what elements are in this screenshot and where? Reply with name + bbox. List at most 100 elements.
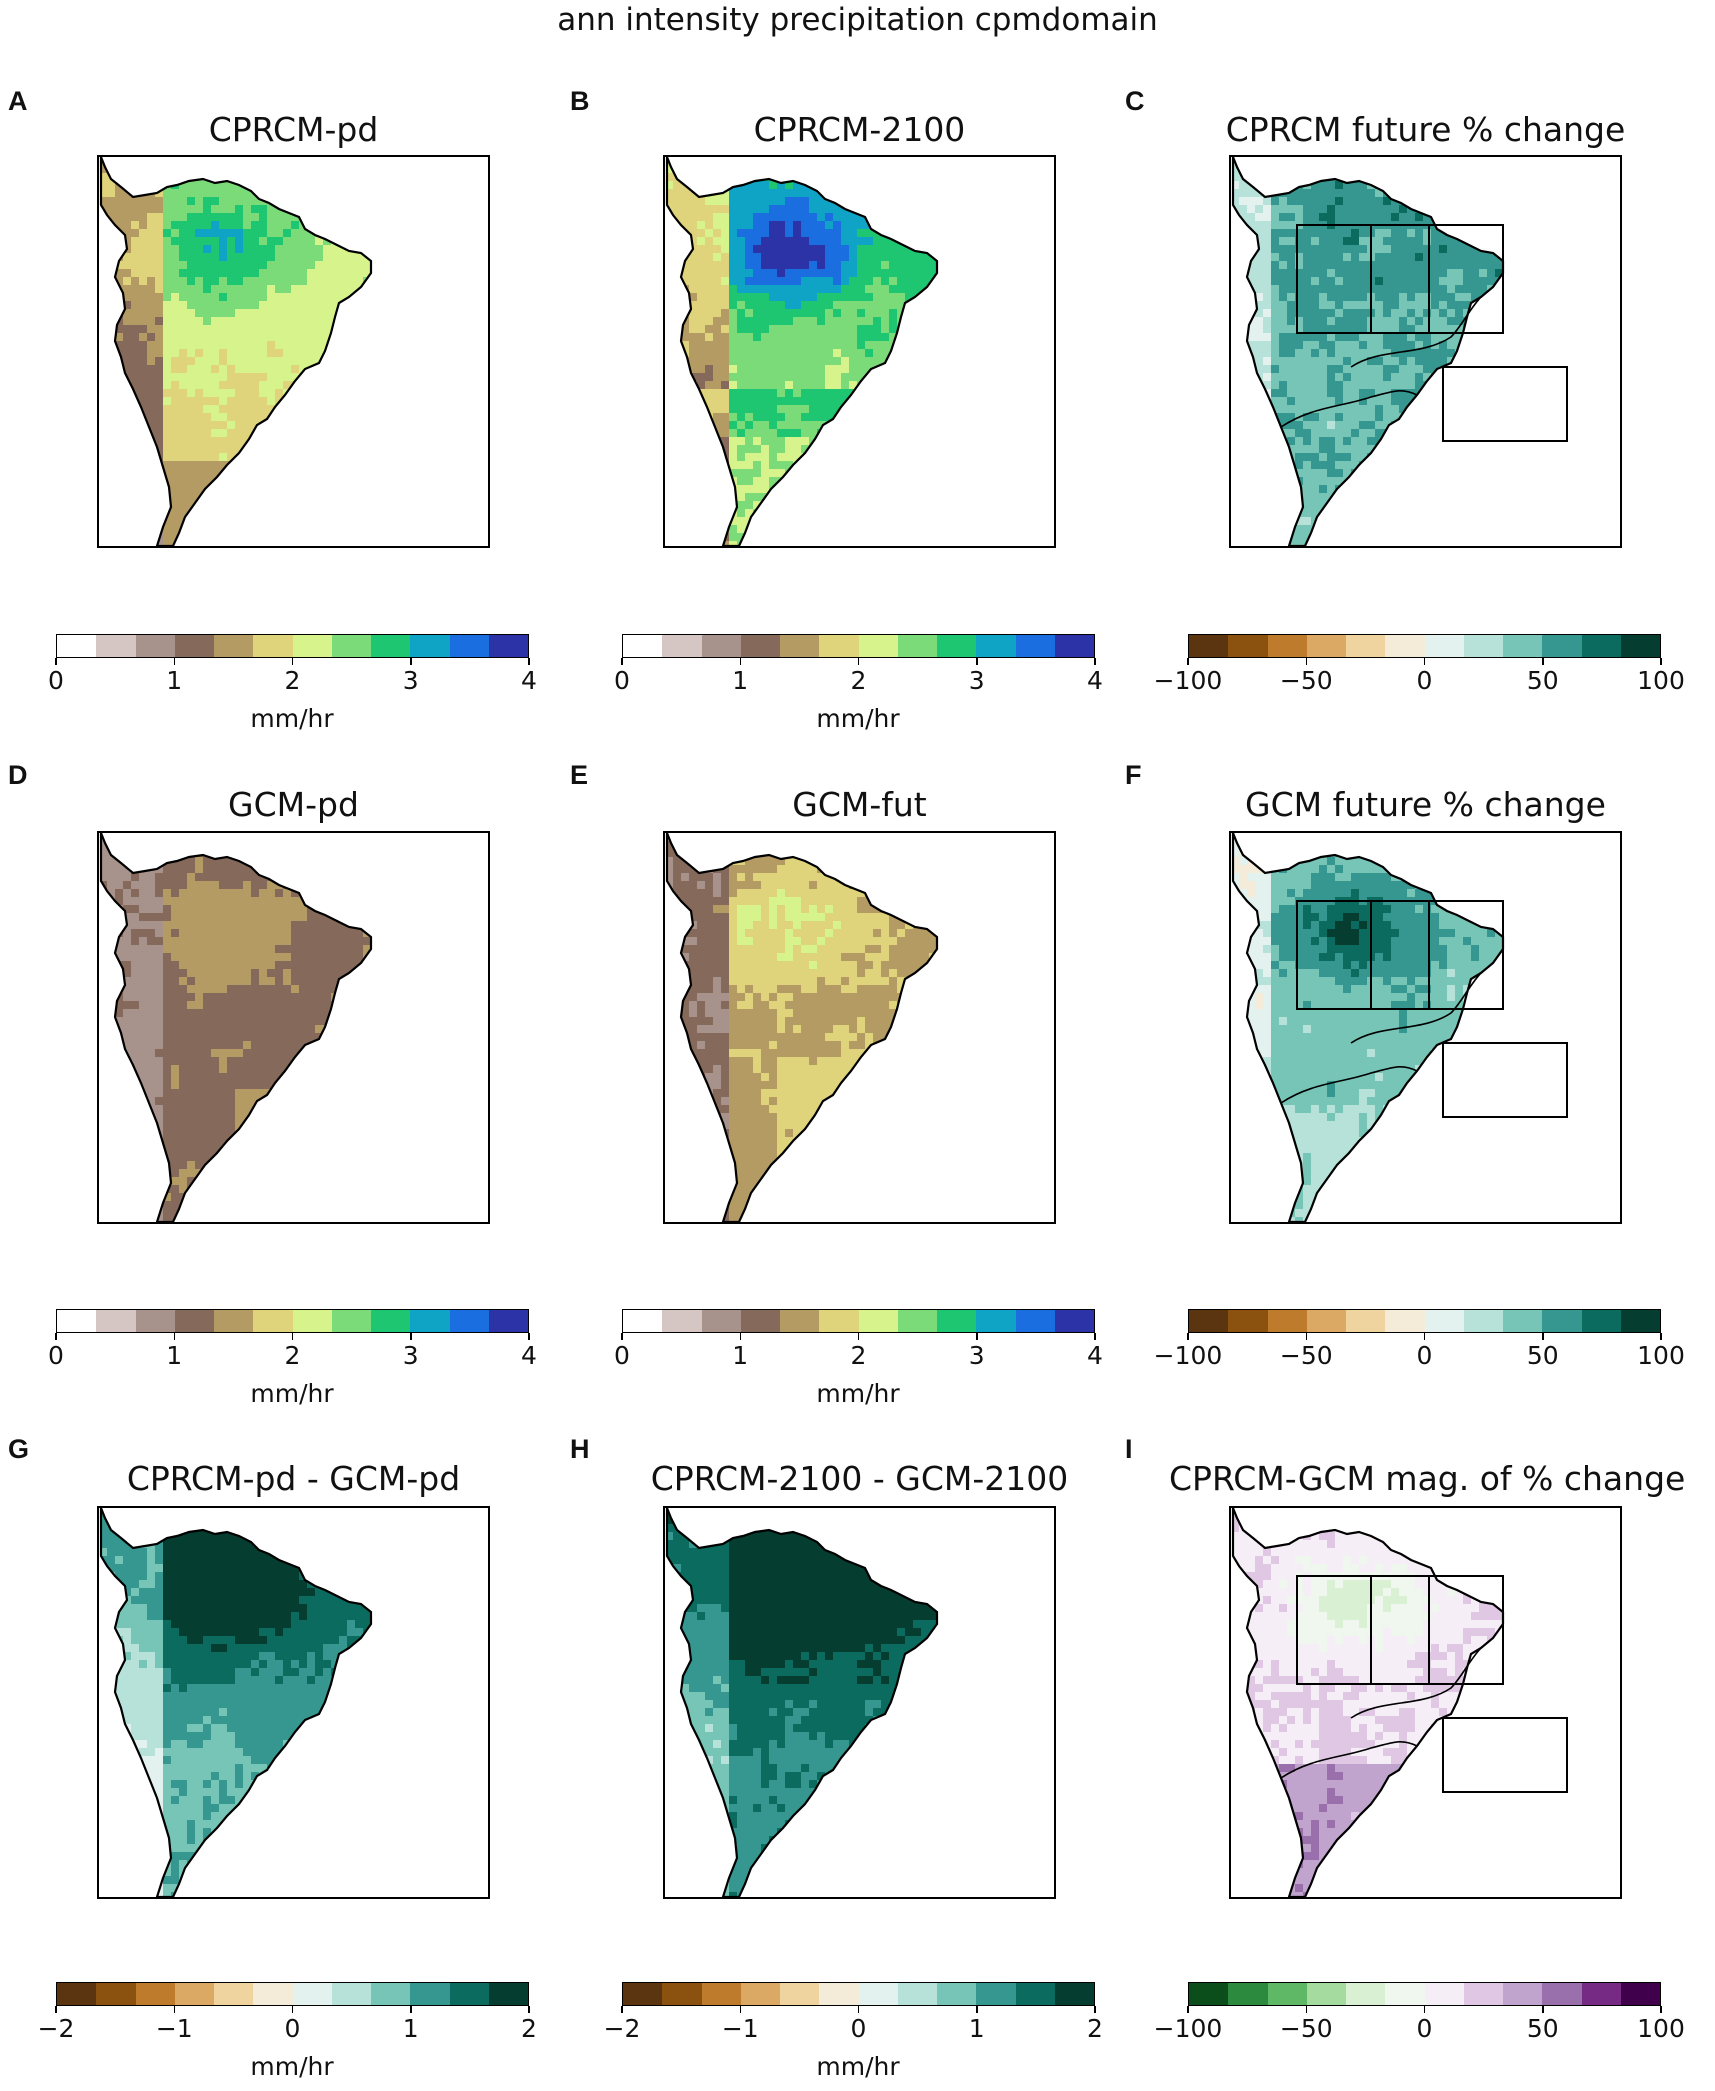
colorbar-tick xyxy=(291,658,294,665)
colorbar-segment xyxy=(819,1310,859,1332)
colorbar-tick xyxy=(739,1333,741,1340)
colorbar-tick xyxy=(1305,1333,1307,1340)
colorbar-tick xyxy=(528,658,530,665)
colorbar-segment xyxy=(1385,1310,1425,1332)
colorbar-segment xyxy=(858,1983,898,2005)
colorbar-tick xyxy=(857,1333,860,1340)
colorbar-tick-label: 2 xyxy=(521,2014,537,2043)
colorbar-tick xyxy=(1423,1333,1426,1340)
colorbar-segment xyxy=(1189,1983,1229,2005)
colorbar-segment xyxy=(135,1310,175,1332)
colorbar-tick xyxy=(976,2006,978,2013)
colorbar-tick-label: 50 xyxy=(1526,2014,1559,2043)
colorbar-tick-label: −50 xyxy=(1279,666,1333,695)
colorbar-tick-label: 3 xyxy=(968,1341,985,1370)
colorbar-segment xyxy=(253,1310,293,1332)
colorbar-segment xyxy=(701,1983,741,2005)
colorbar-segment xyxy=(135,635,175,657)
colorbar-segment xyxy=(1189,1310,1229,1332)
colorbar-tick-label: 4 xyxy=(521,1341,537,1370)
colorbar-tick xyxy=(410,1333,412,1340)
colorbar-tick xyxy=(173,2006,175,2013)
colorbar-unit-label: mm/hr xyxy=(816,1379,900,1408)
colorbar-segment xyxy=(1542,1310,1582,1332)
colorbar-c xyxy=(1188,634,1661,658)
map-panel-e xyxy=(663,831,1056,1224)
colorbar-segment xyxy=(1424,1310,1464,1332)
colorbar-segment xyxy=(371,1983,411,2005)
colorbar-segment xyxy=(1620,1983,1660,2005)
colorbar-segment xyxy=(701,635,741,657)
colorbar-unit-label: mm/hr xyxy=(250,704,334,733)
colorbar-tick xyxy=(1423,2006,1426,2013)
colorbar-segment xyxy=(623,1310,663,1332)
colorbar-segment xyxy=(1346,635,1386,657)
colorbar-tick-label: 100 xyxy=(1637,666,1685,695)
map-heatmap xyxy=(1231,157,1568,546)
analysis-region-box-3 xyxy=(1442,1042,1568,1118)
map-panel-a xyxy=(97,155,490,548)
colorbar-segment xyxy=(1054,1983,1094,2005)
colorbar-tick xyxy=(1094,1333,1096,1340)
colorbar-tick-label: 1 xyxy=(166,1341,183,1370)
map-panel-d xyxy=(97,831,490,1224)
map-heatmap xyxy=(99,833,373,1222)
colorbar-segment xyxy=(740,1983,780,2005)
colorbar-segment xyxy=(1306,635,1346,657)
colorbar-segment xyxy=(488,1983,528,2005)
colorbar-tick-label: 4 xyxy=(1087,666,1103,695)
colorbar-tick xyxy=(1660,1333,1662,1340)
colorbar-a xyxy=(56,634,529,658)
analysis-region-box-2 xyxy=(1370,900,1504,1010)
analysis-region-box-3 xyxy=(1442,366,1568,442)
colorbar-tick-label: 0 xyxy=(1416,666,1433,695)
colorbar-segment xyxy=(174,635,214,657)
colorbar-segment xyxy=(1424,1983,1464,2005)
country-borders xyxy=(1280,296,1482,428)
colorbar-segment xyxy=(976,1310,1016,1332)
colorbar-tick xyxy=(173,658,175,665)
colorbar-segment xyxy=(1581,1310,1621,1332)
colorbar-tick xyxy=(291,2006,294,2013)
colorbar-tick xyxy=(857,2006,860,2013)
country-borders xyxy=(1280,972,1482,1104)
colorbar-segment xyxy=(780,635,820,657)
colorbar-segment xyxy=(57,635,97,657)
colorbar-segment xyxy=(701,1310,741,1332)
precipitation-field xyxy=(667,1508,937,1897)
colorbar-segment xyxy=(488,1310,528,1332)
colorbar-segment xyxy=(96,1310,136,1332)
colorbar-segment xyxy=(897,635,937,657)
analysis-region-box-2 xyxy=(1370,1575,1504,1685)
panel-letter-d: D xyxy=(8,760,28,790)
colorbar-tick xyxy=(291,1333,294,1340)
colorbar-segment xyxy=(1346,1983,1386,2005)
colorbar-segment xyxy=(410,1310,450,1332)
coastline xyxy=(665,1508,939,1897)
coastline xyxy=(99,1508,373,1897)
colorbar-tick xyxy=(1660,658,1662,665)
colorbar-segment xyxy=(662,635,702,657)
colorbar-tick-label: −50 xyxy=(1279,1341,1333,1370)
map-panel-h xyxy=(663,1506,1056,1899)
colorbar-segment xyxy=(331,1310,371,1332)
colorbar-segment xyxy=(740,1310,780,1332)
panel-letter-g: G xyxy=(8,1434,30,1464)
colorbar-segment xyxy=(449,635,489,657)
map-heatmap xyxy=(665,157,939,546)
colorbar-segment xyxy=(449,1983,489,2005)
colorbar-segment xyxy=(1581,635,1621,657)
colorbar-tick xyxy=(857,658,860,665)
analysis-region-box-1 xyxy=(1296,224,1430,334)
colorbar-segment xyxy=(1267,1310,1307,1332)
colorbar-tick xyxy=(621,658,623,665)
colorbar-e xyxy=(622,1309,1095,1333)
colorbar-segment xyxy=(1054,1310,1094,1332)
colorbar-segment xyxy=(1015,1983,1055,2005)
precipitation-field xyxy=(1233,833,1503,1222)
colorbar-segment xyxy=(214,635,254,657)
panel-letter-h: H xyxy=(570,1434,590,1464)
analysis-region-box-2 xyxy=(1370,224,1504,334)
precipitation-field xyxy=(101,1508,371,1897)
map-panel-g xyxy=(97,1506,490,1899)
